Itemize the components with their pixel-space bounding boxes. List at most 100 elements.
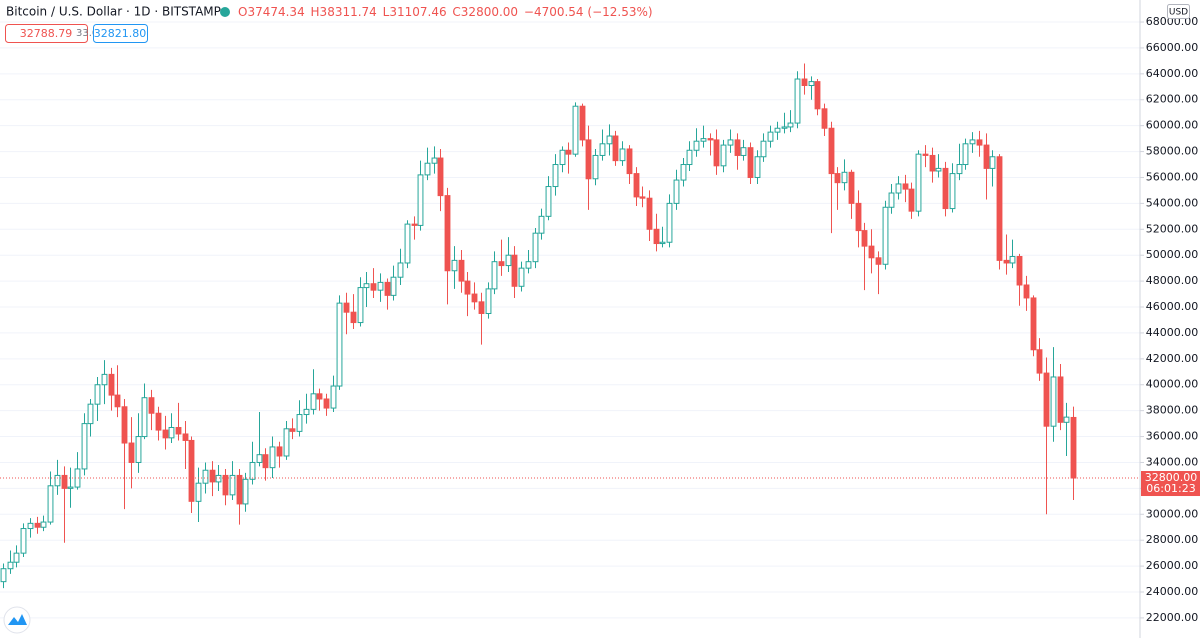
candle-body	[599, 143, 606, 156]
candle-body	[20, 528, 27, 554]
candle-body	[471, 293, 478, 303]
candle-body	[390, 276, 397, 296]
candle-body	[1050, 376, 1057, 427]
grid: 22000.00 24000.00 26000.00 28000.00 30000.00…	[0, 15, 1198, 624]
candle-body	[565, 149, 572, 155]
candle-body	[929, 154, 936, 172]
y-tick-label: 30000.00	[1146, 507, 1199, 520]
candle-body	[0, 568, 7, 583]
candle-body	[949, 173, 956, 210]
candle-body	[431, 157, 438, 164]
candle-body	[626, 148, 633, 175]
candle-body	[713, 139, 720, 167]
candle-body	[296, 414, 303, 432]
candle-body	[411, 223, 418, 226]
candle-body	[121, 406, 128, 444]
candle-body	[680, 164, 687, 181]
candle-body	[794, 78, 801, 124]
candle-body	[249, 461, 256, 480]
y-tick-label: 66000.00	[1146, 41, 1199, 54]
y-tick-label: 60000.00	[1146, 119, 1199, 132]
candle-body	[612, 135, 619, 162]
y-tick-label: 62000.00	[1146, 93, 1199, 106]
candle-body	[545, 186, 552, 217]
sell-button[interactable]	[5, 24, 88, 43]
low-value: L31107.46	[383, 5, 447, 19]
candle-body	[94, 384, 101, 405]
candle-body	[236, 474, 243, 505]
candle-body	[182, 433, 189, 441]
candle-body	[269, 446, 276, 469]
candle-body	[821, 108, 828, 129]
candle-body	[424, 162, 431, 176]
last-price-box	[1141, 471, 1200, 497]
candle-body	[579, 105, 586, 141]
y-tick-label: 36000.00	[1146, 430, 1199, 443]
candle-body	[915, 153, 922, 212]
candle-body	[834, 173, 841, 184]
candle-body	[168, 426, 175, 439]
change-value: −4700.54 (−12.53%)	[524, 5, 653, 19]
y-tick-label: 40000.00	[1146, 378, 1199, 391]
candle-body	[1063, 416, 1070, 423]
candle-body	[855, 202, 862, 232]
candle-body	[747, 147, 754, 178]
candle-body	[942, 167, 949, 210]
candle-body	[101, 373, 108, 386]
candle-body	[908, 188, 915, 212]
candle-body	[34, 522, 41, 528]
candle-body	[956, 164, 963, 175]
candle-body	[283, 428, 290, 457]
candle-body	[256, 454, 263, 463]
candle-body	[451, 259, 458, 272]
candle-body	[404, 223, 411, 264]
bid-price: 32788.79	[20, 27, 73, 40]
candle-body	[336, 302, 343, 387]
y-tick-label: 54000.00	[1146, 196, 1199, 209]
candle-body	[895, 183, 902, 194]
y-tick-label: 28000.00	[1146, 533, 1199, 546]
candle-body	[61, 474, 68, 489]
y-tick-label: 64000.00	[1146, 67, 1199, 80]
candle-body	[734, 139, 741, 156]
y-tick-label: 24000.00	[1146, 585, 1199, 598]
y-tick-label: 48000.00	[1146, 274, 1199, 287]
candle-body	[47, 485, 54, 523]
ohlc-values: O37474.34 H38311.74 L31107.46 C32800.00 …	[238, 5, 653, 19]
y-tick-label: 58000.00	[1146, 145, 1199, 158]
y-tick-label: 42000.00	[1146, 352, 1199, 365]
candle-body	[209, 469, 216, 483]
candle-body	[478, 301, 485, 314]
candle-body	[969, 139, 976, 145]
candle-body	[1043, 372, 1050, 427]
candle-body	[572, 105, 579, 155]
candle-body	[781, 126, 788, 129]
logo[interactable]	[3, 606, 31, 634]
buy-button[interactable]	[93, 24, 148, 43]
y-tick-label: 50000.00	[1146, 248, 1199, 261]
candle-body	[646, 197, 653, 230]
candle-body	[902, 183, 909, 190]
candle-body	[552, 164, 559, 188]
candle-body	[128, 442, 135, 463]
candle-body	[989, 156, 996, 169]
candle-body	[1016, 255, 1023, 286]
candle-body	[653, 228, 660, 245]
y-tick-label: 38000.00	[1146, 404, 1199, 417]
candle-body	[229, 474, 236, 496]
candle-body	[511, 254, 518, 287]
candle-body	[861, 230, 868, 247]
currency-button[interactable]	[1167, 4, 1190, 19]
candle-body	[377, 281, 384, 291]
candle-body	[659, 241, 666, 245]
candle-body	[330, 385, 337, 409]
candle-body	[67, 486, 74, 489]
candle-body	[1030, 297, 1037, 351]
candle-body	[135, 436, 142, 463]
logo-circle[interactable]	[3, 606, 31, 634]
candle-body	[727, 139, 734, 146]
candle-body	[162, 429, 169, 439]
market-status-dot[interactable]	[220, 7, 230, 17]
candle-body	[538, 215, 545, 234]
